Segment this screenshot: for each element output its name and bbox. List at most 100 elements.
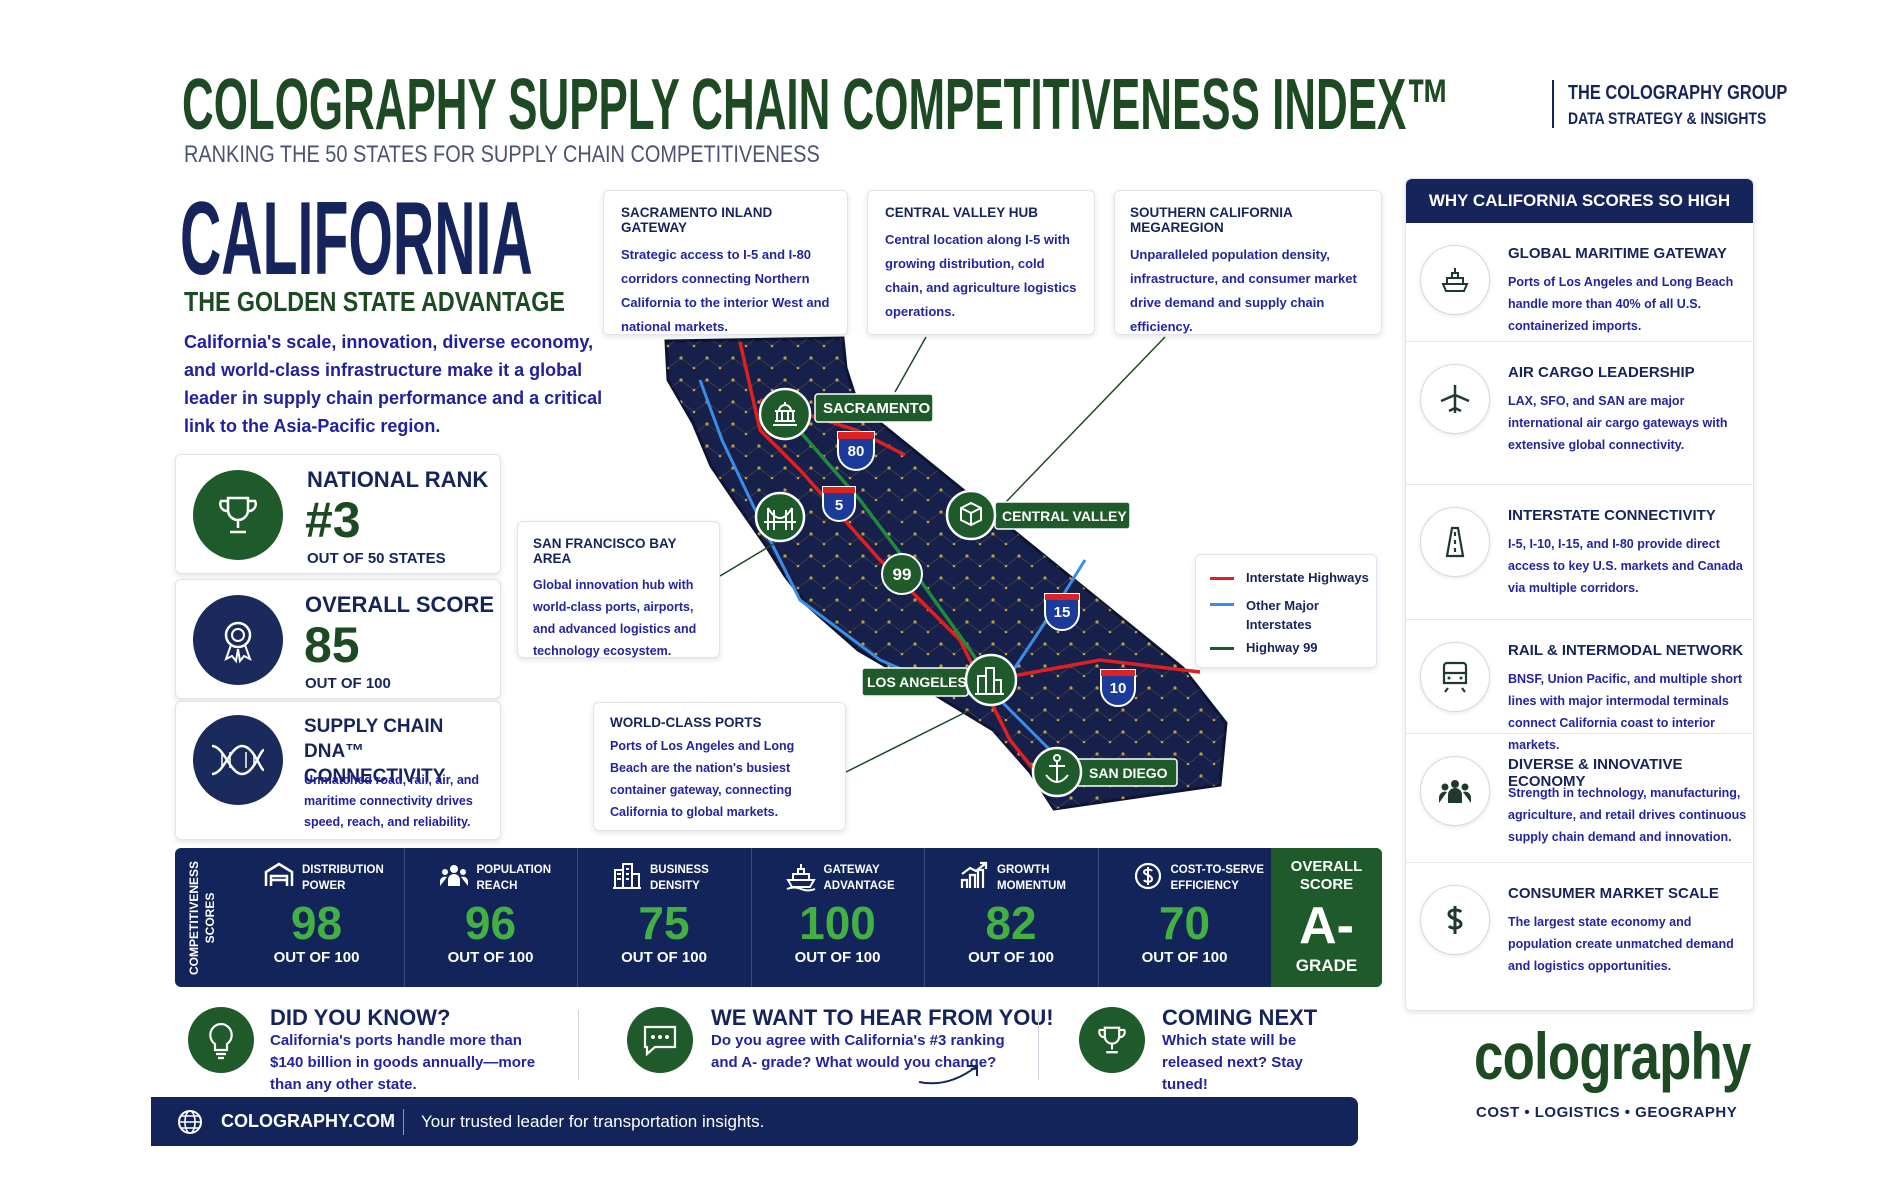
score-icon bbox=[262, 860, 296, 894]
trophy-icon bbox=[1079, 1007, 1145, 1073]
score-sub: OUT OF 100 bbox=[273, 949, 360, 966]
callout: CENTRAL VALLEY HUB Central location alon… bbox=[867, 190, 1095, 335]
trophy-glyph bbox=[219, 496, 257, 534]
why-glyph bbox=[1442, 661, 1468, 693]
why-glyph bbox=[1441, 268, 1469, 292]
footer-bar: COLOGRAPHY.COM Your trusted leader for t… bbox=[151, 1097, 1358, 1146]
why-icon bbox=[1420, 756, 1490, 826]
why-icon bbox=[1420, 885, 1490, 955]
stat-sub: OUT OF 50 STATES bbox=[307, 550, 446, 567]
why-item-title: DIVERSE & INNOVATIVE ECONOMY bbox=[1508, 756, 1683, 790]
score-icon bbox=[957, 860, 991, 894]
why-glyph bbox=[1439, 780, 1471, 803]
callout: WORLD-CLASS PORTS Ports of Los Angeles a… bbox=[593, 702, 846, 831]
score-sub: OUT OF 100 bbox=[968, 949, 1054, 966]
why-item-text: I-5, I-10, I-15, and I-80 provide direct… bbox=[1508, 537, 1743, 595]
why-icon bbox=[1420, 364, 1490, 434]
state-slogan: THE GOLDEN STATE ADVANTAGE bbox=[184, 286, 565, 317]
legend-swatch bbox=[1210, 647, 1234, 650]
shield-label: 15 bbox=[1054, 604, 1071, 621]
stat-value: 85 bbox=[304, 617, 360, 673]
trophy-icon bbox=[193, 470, 283, 560]
bottom-title: COMING NEXT bbox=[1162, 1005, 1318, 1030]
why-item-text: BNSF, Union Pacific, and multiple short … bbox=[1508, 672, 1743, 752]
why-item: CONSUMER MARKET SCALE The largest state e… bbox=[1406, 862, 1753, 1010]
shield-10: 10 bbox=[1100, 669, 1136, 707]
tagline: DATA STRATEGY & INSIGHTS bbox=[1568, 109, 1767, 128]
overall-sub: GRADE bbox=[1295, 956, 1358, 975]
score-sub: OUT OF 100 bbox=[447, 949, 534, 966]
why-item: AIR CARGO LEADERSHIP LAX, SFO, and SAN ar… bbox=[1406, 341, 1753, 484]
city-label: CENTRAL VALLEY bbox=[1002, 508, 1127, 524]
score-value: 75 bbox=[638, 897, 690, 949]
why-item: DIVERSE & INNOVATIVE ECONOMY Strength in … bbox=[1406, 733, 1753, 862]
city-sacramento: SACRAMENTO bbox=[758, 387, 934, 441]
score-card: OVERALL SCORE 85 OUT OF 100 bbox=[175, 579, 501, 699]
brand-name: colography bbox=[1474, 1019, 1751, 1093]
bottom-text: California's ports handle more than $140… bbox=[270, 1032, 536, 1093]
score-column: POPULATION REACH 96 OUT OF 100 bbox=[403, 848, 577, 987]
score-name: COST-TO-SERVE EFFICIENCY bbox=[1170, 864, 1265, 892]
score-sub: OUT OF 100 bbox=[621, 949, 707, 966]
divider bbox=[1038, 1010, 1039, 1080]
score-icon bbox=[437, 860, 471, 894]
callout-title: WORLD-CLASS PORTS bbox=[610, 715, 762, 730]
why-icon bbox=[1420, 642, 1490, 712]
why-item-title: RAIL & INTERMODAL NETWORK bbox=[1508, 642, 1744, 659]
legend-label: Interstate Highways bbox=[1246, 570, 1369, 585]
stat-sub: OUT OF 100 bbox=[305, 675, 391, 692]
score-column: BUSINESS DENSITY 75 OUT OF 100 bbox=[577, 848, 750, 987]
why-icon bbox=[1420, 507, 1490, 577]
connector bbox=[894, 336, 927, 393]
callout-text: Central location along I-5 with growing … bbox=[885, 232, 1077, 319]
score-glyph bbox=[264, 862, 294, 886]
why-title: WHY CALIFORNIA SCORES SO HIGH bbox=[1406, 179, 1753, 223]
score-glyph bbox=[1134, 862, 1161, 890]
header-divider bbox=[1552, 80, 1554, 128]
highway-red bbox=[990, 658, 1201, 682]
stat-label: OVERALL SCORE bbox=[305, 592, 495, 617]
why-item-text: Strength in technology, manufacturing, a… bbox=[1508, 786, 1747, 844]
why-glyph bbox=[1447, 906, 1463, 934]
score-name: GATEWAY ADVANTAGE bbox=[823, 864, 895, 892]
why-item-title: CONSUMER MARKET SCALE bbox=[1508, 885, 1719, 902]
city-label: SAN DIEGO bbox=[1089, 765, 1168, 781]
callout-title: CENTRAL VALLEY HUB bbox=[885, 205, 1039, 220]
brand-wrap: colography bbox=[1474, 1018, 1820, 1094]
why-panel: WHY CALIFORNIA SCORES SO HIGH GLOBAL MAR… bbox=[1405, 178, 1754, 1011]
bottom-text: Do you agree with California's #3 rankin… bbox=[711, 1032, 1005, 1071]
why-item-title: GLOBAL MARITIME GATEWAY bbox=[1508, 245, 1727, 262]
why-glyph bbox=[1440, 385, 1470, 413]
why-item-text: LAX, SFO, and SAN are major internationa… bbox=[1508, 394, 1728, 452]
stat-value: #3 bbox=[305, 492, 361, 548]
callout-text: Global innovation hub with world-class p… bbox=[533, 578, 697, 658]
overall-label: OVERALL SCORE bbox=[1290, 858, 1363, 893]
score-column: DISTRIBUTION POWER 98 OUT OF 100 bbox=[230, 848, 403, 987]
title: COLOGRAPHY SUPPLY CHAIN COMPETITIVENESS … bbox=[182, 65, 1451, 145]
badge-icon bbox=[193, 595, 283, 685]
overall-box: OVERALL SCORE A- GRADE bbox=[1271, 848, 1382, 987]
score-sub: OUT OF 100 bbox=[794, 949, 881, 966]
score-value: 82 bbox=[985, 897, 1037, 949]
scores-bar: COMPETITIVENESS SCORES DISTRIBUTION POWE… bbox=[175, 848, 1382, 987]
city-central-valley: CENTRAL VALLEY bbox=[945, 489, 1131, 541]
footer-divider bbox=[403, 1109, 404, 1135]
score-glyph bbox=[613, 863, 641, 889]
connector bbox=[845, 710, 969, 773]
legend-swatch bbox=[1210, 603, 1234, 606]
shield-label: 80 bbox=[848, 443, 865, 460]
why-item-title: INTERSTATE CONNECTIVITY bbox=[1508, 507, 1716, 524]
state-wrap: CALIFORNIA bbox=[180, 180, 821, 299]
shield-5: 5 bbox=[822, 486, 856, 522]
connector bbox=[719, 539, 781, 577]
subtitle-wrap: RANKING THE 50 STATES FOR SUPPLY CHAIN C… bbox=[184, 141, 950, 169]
why-icon bbox=[1420, 245, 1490, 315]
callout-title: SACRAMENTO INLAND GATEWAY bbox=[621, 205, 773, 235]
globe-icon bbox=[178, 1110, 202, 1134]
stat-label: SUPPLY CHAIN DNA™ CONNECTIVITY bbox=[304, 716, 446, 787]
state-name: CALIFORNIA bbox=[180, 181, 533, 297]
city-sf bbox=[754, 491, 806, 543]
bottom-title: DID YOU KNOW? bbox=[270, 1005, 451, 1030]
shield-label: 99 bbox=[893, 565, 912, 584]
slogan-wrap: THE GOLDEN STATE ADVANTAGE bbox=[184, 286, 643, 318]
